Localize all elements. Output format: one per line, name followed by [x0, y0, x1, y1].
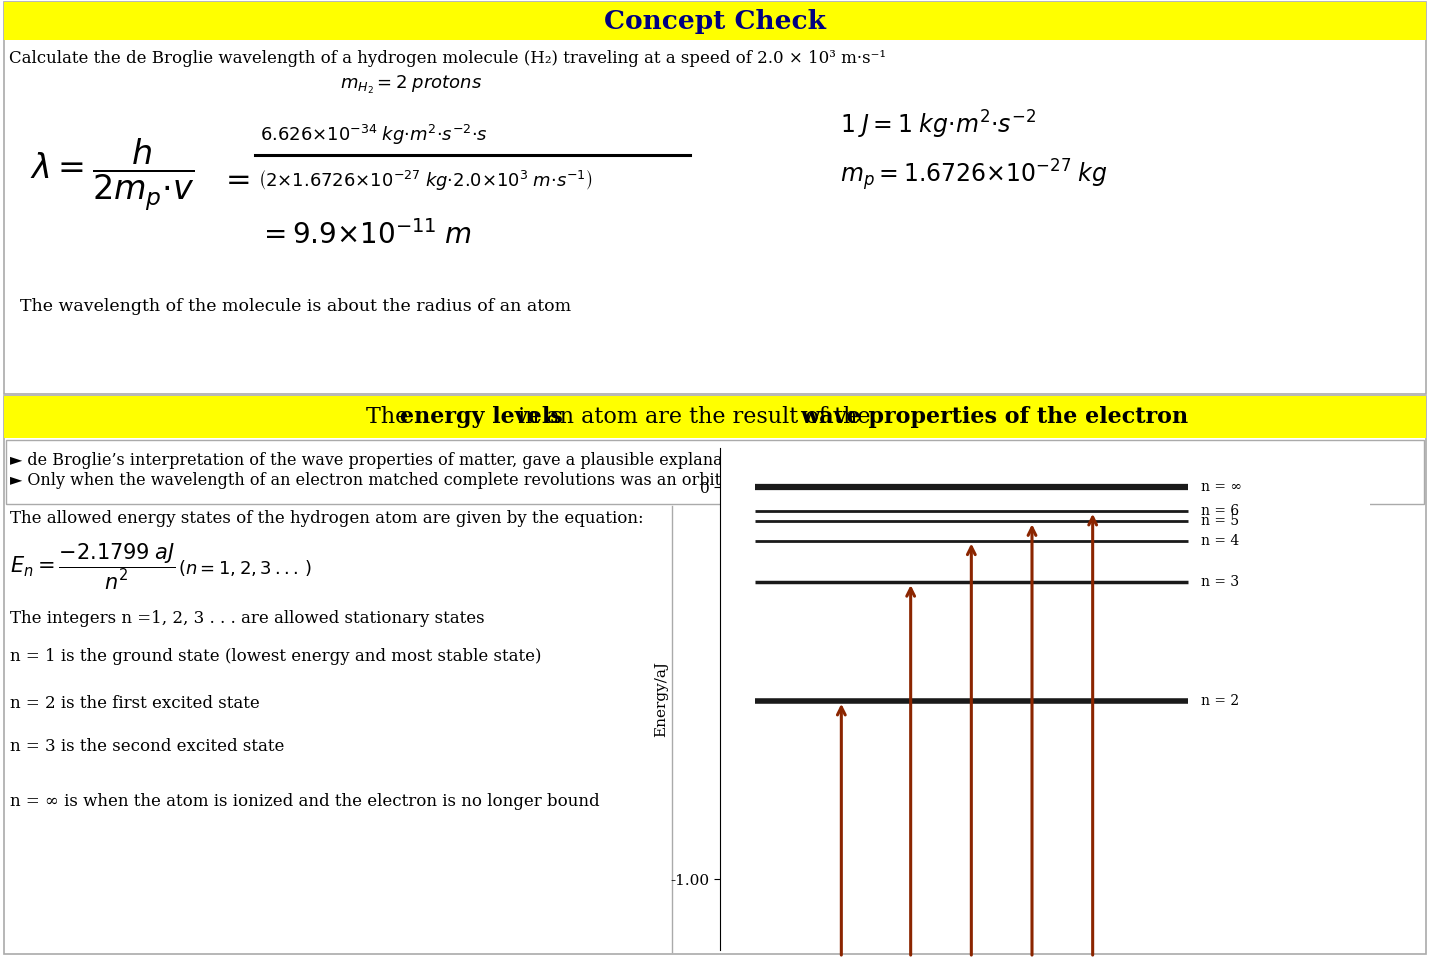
Text: n = 5: n = 5 — [1201, 515, 1240, 528]
Text: $=$: $=$ — [220, 163, 250, 193]
Bar — [4, 396, 1426, 954]
Text: n = ∞ is when the atom is ionized and the electron is no longer bound: n = ∞ is when the atom is ionized and th… — [10, 793, 599, 810]
Text: The: The — [366, 406, 416, 428]
Bar — [4, 2, 1426, 40]
Text: ► de Broglie’s interpretation of the wave properties of matter, gave a plausible: ► de Broglie’s interpretation of the wav… — [10, 452, 1157, 469]
Y-axis label: Energy/aJ: Energy/aJ — [654, 661, 668, 737]
Text: n = 2: n = 2 — [1201, 694, 1240, 708]
Text: n = ∞: n = ∞ — [1201, 480, 1241, 494]
Text: The wavelength of the molecule is about the radius of an atom: The wavelength of the molecule is about … — [20, 298, 571, 315]
Text: The integers n =1, 2, 3 . . . are allowed stationary states: The integers n =1, 2, 3 . . . are allowe… — [10, 610, 485, 627]
Bar — [4, 396, 1426, 438]
Text: n = 3: n = 3 — [1201, 575, 1240, 589]
Text: n = 1 is the ground state (lowest energy and most stable state): n = 1 is the ground state (lowest energy… — [10, 648, 542, 665]
Bar — [6, 440, 1424, 504]
Text: $(n=1,2,3\,...\,)$: $(n=1,2,3\,...\,)$ — [177, 558, 312, 578]
Text: $\lambda=\dfrac{h}{2m_{p}{\cdot}v}$: $\lambda=\dfrac{h}{2m_{p}{\cdot}v}$ — [30, 137, 194, 213]
Text: $m_p=1.6726{\times}10^{-27}\;kg$: $m_p=1.6726{\times}10^{-27}\;kg$ — [839, 157, 1108, 193]
Text: The allowed energy states of the hydrogen atom are given by the equation:: The allowed energy states of the hydroge… — [10, 510, 644, 527]
Text: ► Only when the wavelength of an electron matched complete revolutions was an or: ► Only when the wavelength of an electro… — [10, 472, 781, 489]
Text: energy levels: energy levels — [400, 406, 563, 428]
Text: $E_n=\dfrac{-2.1799\;aJ}{n^2}$: $E_n=\dfrac{-2.1799\;aJ}{n^2}$ — [10, 542, 176, 592]
Text: Concept Check: Concept Check — [603, 9, 827, 34]
Text: n = 6: n = 6 — [1201, 504, 1240, 518]
Text: $m_{H_2}=2\;protons$: $m_{H_2}=2\;protons$ — [340, 74, 482, 96]
Text: n = 3 is the second excited state: n = 3 is the second excited state — [10, 738, 285, 755]
Text: n = 4: n = 4 — [1201, 534, 1240, 547]
Text: $=9.9{\times}10^{-11}\;m$: $=9.9{\times}10^{-11}\;m$ — [257, 220, 472, 250]
Text: n = 2 is the first excited state: n = 2 is the first excited state — [10, 695, 260, 712]
Text: in an atom are the result of the: in an atom are the result of the — [511, 406, 878, 428]
Text: $\left(2{\times}1.6726{\times}10^{-27}\;kg{\cdot}2.0{\times}10^3\;m{\cdot}s^{-1}: $\left(2{\times}1.6726{\times}10^{-27}\;… — [257, 167, 592, 193]
Text: $1\;J=1\;kg{\cdot}m^2{\cdot}s^{-2}$: $1\;J=1\;kg{\cdot}m^2{\cdot}s^{-2}$ — [839, 108, 1037, 141]
Text: Calculate the de Broglie wavelength of a hydrogen molecule (H₂) traveling at a s: Calculate the de Broglie wavelength of a… — [9, 50, 887, 67]
Bar — [4, 2, 1426, 394]
Text: $6.626{\times}10^{-34}\;kg{\cdot}m^2{\cdot}s^{-2}{\cdot}s$: $6.626{\times}10^{-34}\;kg{\cdot}m^2{\cd… — [260, 123, 488, 147]
Text: wave properties of the electron: wave properties of the electron — [799, 406, 1188, 428]
